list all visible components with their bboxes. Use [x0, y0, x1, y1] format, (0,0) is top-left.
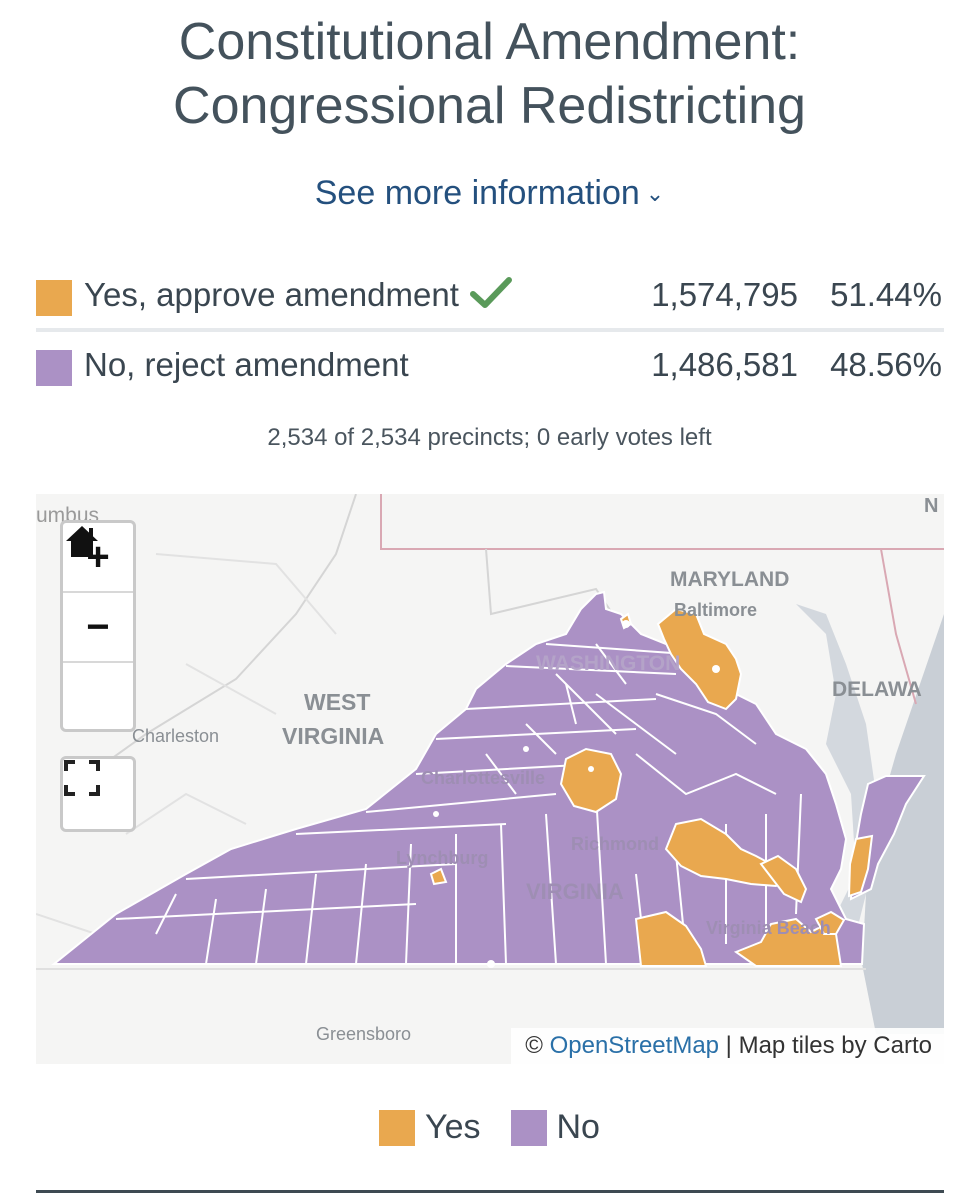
- home-button[interactable]: [63, 526, 133, 731]
- precincts-reporting: 2,534 of 2,534 precincts; 0 early votes …: [267, 424, 712, 451]
- lynchburg-yes: [429, 867, 448, 886]
- result-percent-yes: 51.44%: [830, 276, 942, 313]
- home-icon: [66, 526, 98, 557]
- map-label-greensboro: Greensboro: [316, 1024, 411, 1044]
- yes-color-swatch: [36, 280, 72, 316]
- petersburg-yes: [634, 910, 708, 967]
- map-label-washington: WASHINGTON: [536, 652, 680, 675]
- legend-item-yes: Yes: [379, 1108, 481, 1147]
- result-label-yes: Yes, approve amendment: [84, 276, 459, 313]
- northern-va-yes: [656, 607, 743, 711]
- bottom-divider: [36, 1190, 944, 1193]
- page-title: Constitutional Amendment: Congressional …: [0, 10, 979, 138]
- title-line-1: Constitutional Amendment:: [178, 13, 801, 71]
- virginia-no-counties: [51, 590, 866, 965]
- legend-swatch-yes: [379, 1109, 416, 1146]
- map-label-virginia-wv: VIRGINIA: [282, 723, 384, 749]
- suffolk-yes: [733, 917, 843, 967]
- title-line-2: Congressional Redistricting: [173, 77, 806, 135]
- city-islands: [433, 620, 720, 968]
- map-label-delaware: DELAWA: [832, 678, 922, 701]
- map-label-maryland: MARYLAND: [670, 568, 789, 591]
- result-label-no: No, reject amendment: [84, 346, 409, 383]
- map-canvas[interactable]: umbus MARYLAND Baltimore WASHINGTON DELA…: [36, 494, 944, 1064]
- norfolk-yes: [814, 910, 846, 935]
- winner-check-icon: [469, 276, 513, 318]
- albemarle-yes: [559, 747, 623, 814]
- fullscreen-icon: [64, 760, 100, 796]
- result-percent-no: 48.56%: [830, 346, 942, 383]
- result-votes-no: 1,486,581: [651, 346, 798, 383]
- map-label-virginia-beach: Virginia Beach: [706, 918, 831, 938]
- county-lines: [115, 643, 802, 965]
- result-row-yes: Yes, approve amendment 1,574,795 51.44%: [36, 264, 944, 332]
- county-lines-bg: [36, 553, 337, 935]
- map-label-lynchburg: Lynchburg: [396, 848, 488, 868]
- map-label-richmond: Richmond: [571, 834, 659, 854]
- map-label-baltimore: Baltimore: [674, 600, 757, 620]
- attribution-prefix: ©: [525, 1032, 550, 1059]
- zoom-out-button[interactable]: −: [63, 591, 133, 661]
- map-label-virginia: VIRGINIA: [526, 879, 624, 904]
- legend-label-yes: Yes: [425, 1108, 481, 1146]
- map-label-charlottesville: Charlottesville: [421, 768, 545, 788]
- map-label-edge-n: N: [924, 495, 938, 517]
- legend-item-no: No: [510, 1108, 600, 1147]
- see-more-label: See more information: [314, 174, 640, 212]
- chevron-down-icon: ⌄: [645, 181, 665, 206]
- see-more-information-link[interactable]: See more information ⌄: [0, 174, 979, 213]
- result-row-no: No, reject amendment 1,486,581 48.56%: [36, 334, 944, 398]
- zoom-controls: + −: [60, 520, 136, 732]
- map-label-charleston: Charleston: [132, 726, 219, 746]
- no-color-swatch: [36, 350, 72, 386]
- state-border-md-pa: [380, 494, 944, 550]
- map-label-west: WEST: [304, 689, 370, 715]
- atlantic-ocean: [862, 614, 944, 1034]
- attribution-carto: | Map tiles by Carto: [719, 1032, 932, 1059]
- result-votes-yes: 1,574,795: [651, 276, 798, 313]
- openstreetmap-link[interactable]: OpenStreetMap: [549, 1032, 720, 1059]
- peninsula-yes: [759, 854, 808, 904]
- legend-label-no: No: [556, 1108, 600, 1146]
- state-border-de: [880, 548, 917, 705]
- eastern-shore-yes: [847, 834, 874, 898]
- fullscreen-button[interactable]: [60, 756, 136, 832]
- map-attribution: © OpenStreetMap | Map tiles by Carto: [511, 1028, 944, 1064]
- yes-counties: [429, 607, 846, 967]
- map-legend: Yes No: [0, 1108, 979, 1147]
- results-map[interactable]: umbus MARYLAND Baltimore WASHINGTON DELA…: [36, 494, 944, 1064]
- legend-swatch-no: [510, 1109, 547, 1146]
